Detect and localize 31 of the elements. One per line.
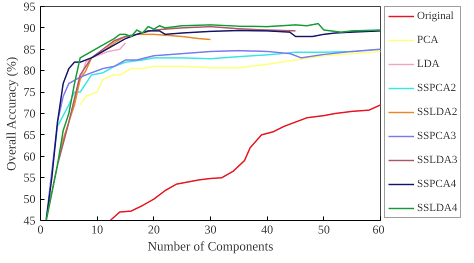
x-tick-label: 60: [372, 222, 384, 236]
legend-label: SSLDA3: [417, 154, 458, 166]
x-tick-label: 50: [318, 222, 330, 236]
y-tick-label: 70: [24, 106, 36, 120]
y-tick-label: 50: [24, 192, 36, 206]
y-tick-label: 95: [24, 0, 36, 14]
x-tick-label: 40: [261, 222, 274, 236]
y-tick-label: 55: [24, 170, 36, 185]
legend-label: SSLDA2: [417, 106, 458, 118]
legend-label: SSPCA2: [417, 82, 456, 94]
y-tick-label: 85: [24, 42, 36, 56]
y-tick-label: 75: [24, 85, 36, 100]
x-tick-label: 20: [148, 222, 160, 236]
line-series: [109, 104, 380, 220]
y-axis-title: Overall Accuracy (%): [4, 56, 18, 171]
legend-label: PCA: [417, 34, 438, 46]
legend-label: SSPCA4: [417, 178, 456, 190]
legend-label: SSPCA3: [417, 130, 456, 142]
line-series: [79, 50, 380, 106]
legend-label: Original: [417, 10, 454, 22]
y-tick-label: 65: [24, 128, 36, 142]
y-tick-label: 60: [24, 149, 36, 164]
x-axis-title: Number of Components: [148, 238, 274, 254]
y-tick-label: 90: [24, 20, 36, 35]
y-tick-label: 45: [24, 214, 36, 228]
y-tick-label: 80: [24, 64, 36, 78]
x-tick-label: 0: [38, 222, 44, 236]
legend-label: LDA: [417, 58, 440, 70]
legend-label: SSLDA4: [417, 202, 458, 214]
x-tick-label: 10: [91, 222, 104, 236]
x-tick-label: 30: [204, 222, 216, 236]
